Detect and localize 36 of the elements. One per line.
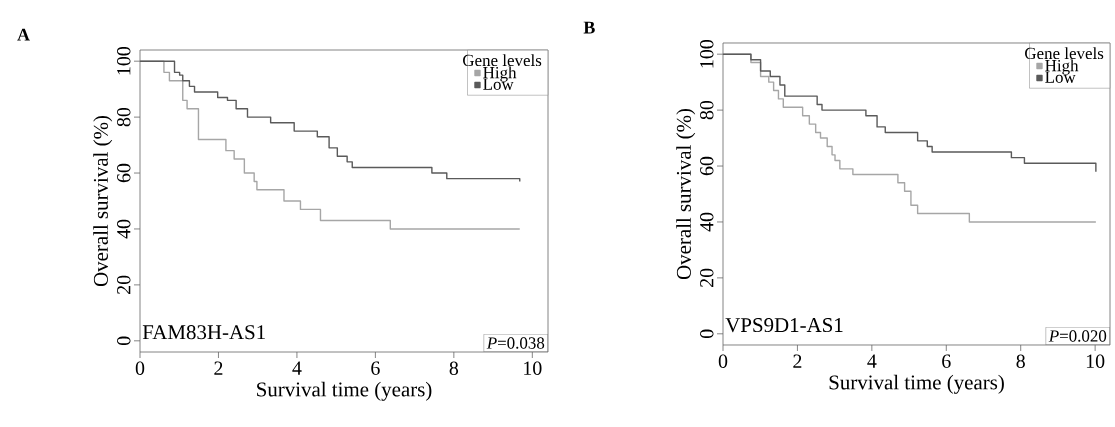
annotation: VPS9D1-AS1 xyxy=(725,318,843,333)
legend-title: Gene levels xyxy=(463,54,542,67)
y-tick-label: 100 xyxy=(117,47,131,75)
y-tick-label: 80 xyxy=(117,107,131,127)
y-axis-title: Overall survival (%) xyxy=(93,115,113,287)
x-tick-label: 4 xyxy=(292,361,302,375)
annotation: FAM83H-AS1 xyxy=(142,325,265,340)
y-axis-title: Overall survival (%) xyxy=(676,108,696,280)
x-tick-label: 10 xyxy=(524,361,542,375)
y-tick-label: 40 xyxy=(117,219,131,239)
y-tick-label: 80 xyxy=(700,100,714,120)
x-tick-label: 6 xyxy=(371,361,380,375)
x-tick-label: 10 xyxy=(1086,354,1105,368)
x-axis-title: Survival time (years) xyxy=(829,374,1004,394)
x-tick-label: 4 xyxy=(867,354,877,368)
x-tick-label: 6 xyxy=(942,354,951,368)
annotation: P=0.038 xyxy=(486,337,545,349)
x-tick-label: 2 xyxy=(793,354,802,368)
y-tick-label: 20 xyxy=(700,268,714,287)
y-tick-label: 60 xyxy=(700,156,714,176)
x-tick-label: 0 xyxy=(135,361,145,375)
y-tick-label: 60 xyxy=(117,163,131,183)
x-tick-label: 8 xyxy=(449,361,459,375)
y-tick-label: 40 xyxy=(700,212,714,232)
x-tick-label: 2 xyxy=(214,361,223,375)
chart-title: A xyxy=(17,28,30,41)
x-axis-title: Survival time (years) xyxy=(257,381,432,401)
annotation: P=0.020 xyxy=(1048,330,1107,342)
y-tick-label: 0 xyxy=(117,336,131,346)
y-tick-label: 0 xyxy=(700,329,714,339)
y-tick-label: 20 xyxy=(117,275,131,294)
y-tick-label: 100 xyxy=(700,40,714,68)
chart-title: B xyxy=(583,21,595,34)
legend-title: Gene levels xyxy=(1025,47,1104,60)
x-tick-label: 8 xyxy=(1016,354,1025,368)
x-tick-label: 0 xyxy=(718,354,728,368)
